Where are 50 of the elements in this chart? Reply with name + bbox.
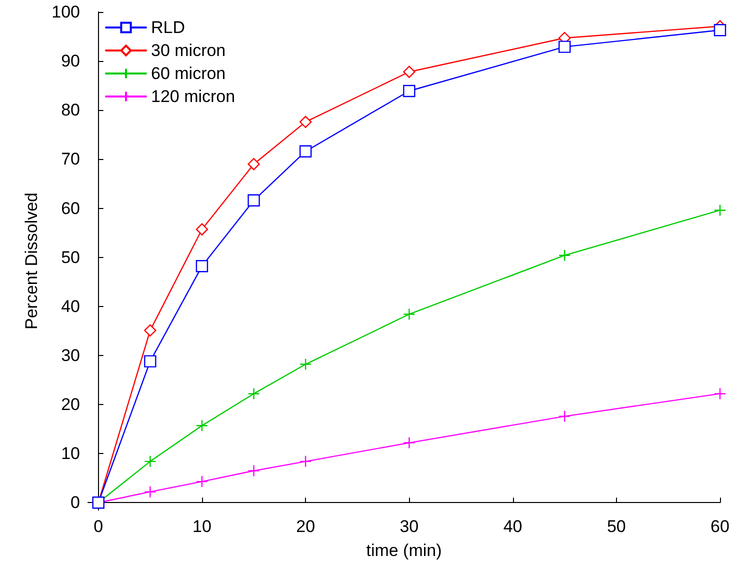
point [403,436,416,449]
point [299,455,312,468]
point [299,116,312,128]
point [196,475,208,488]
point [196,420,208,432]
point [248,158,260,170]
x-tick-label: 50 [606,517,626,536]
legend-label: 60 micron [151,64,226,83]
point [248,388,260,400]
x-tick-label: 0 [94,517,104,536]
point [196,260,208,272]
x-tick-label: 60 [710,517,730,536]
point [299,358,312,370]
y-axis-title: Percent Dissolved [22,192,41,330]
y-tick-label: 50 [61,248,80,267]
x-axis-title: time (min) [366,541,442,560]
legend-label: 120 micron [151,87,236,106]
y-tick-label: 90 [61,52,80,71]
point [144,324,156,337]
point [299,145,312,158]
y-tick-label: 30 [61,346,80,365]
point [714,204,726,216]
y-tick-label: 0 [70,493,80,512]
y-tick-label: 100 [52,2,80,22]
point [714,24,726,36]
point [248,464,260,477]
point [144,355,156,368]
y-tick-label: 40 [61,296,80,316]
y-tick-label: 80 [61,100,80,120]
point [403,308,416,320]
y-tick-label: 60 [61,198,80,218]
x-tick-label: 20 [296,517,316,536]
point [196,223,208,236]
point [558,249,571,262]
y-tick-label: 70 [61,150,80,169]
y-tick-label: 20 [61,395,80,414]
x-tick-label: 10 [192,517,212,536]
x-tick-label: 40 [503,517,522,536]
point [403,66,416,78]
legend-label: 30 micron [151,41,226,60]
point [403,84,416,98]
point [558,410,571,422]
point [558,40,571,53]
point [248,194,260,207]
x-tick-label: 30 [400,517,419,536]
point [144,455,156,468]
point [714,388,726,400]
legend-label: RLD [151,18,186,37]
point [144,486,156,498]
y-tick-label: 10 [61,444,80,464]
